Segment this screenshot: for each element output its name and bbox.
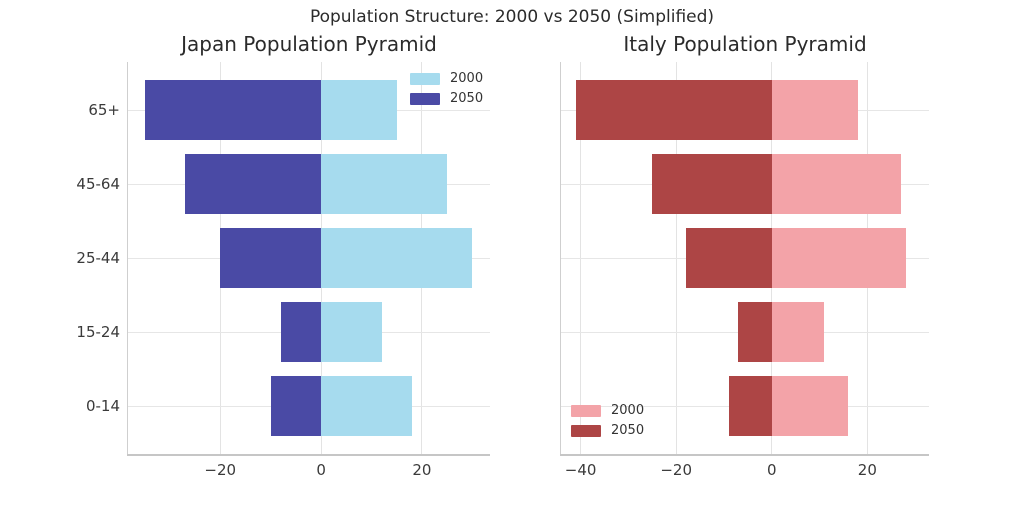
- legend-swatch-2050: [571, 425, 601, 437]
- japan-bar-2050-45-64: [184, 154, 322, 214]
- japan-chart-title: Japan Population Pyramid: [181, 32, 437, 56]
- legend-label: 2000: [611, 403, 645, 418]
- italy-bar-2000-15-24: [771, 302, 825, 362]
- legend-label: 2050: [611, 423, 645, 438]
- legend-swatch-2050: [410, 93, 440, 105]
- italy-bar-2000-65plus: [771, 80, 858, 140]
- italy-bar-2050-65plus: [575, 80, 772, 140]
- legend-label: 2000: [450, 71, 484, 86]
- japan-bar-2050-65plus: [144, 80, 322, 140]
- legend-row: 2000: [410, 72, 483, 86]
- italy-chart-title: Italy Population Pyramid: [623, 32, 867, 56]
- italy-bar-2000-25-44: [771, 228, 906, 288]
- japan-bar-2050-0-14: [270, 376, 322, 436]
- japan-plot-area: 65+ 45-64 25-44 15-24 0-14 −20 0 20 2000 2050: [76, 62, 490, 479]
- x-tick-label: 20: [412, 461, 432, 479]
- legend-row: 2000: [571, 404, 644, 418]
- x-tick-label: −20: [660, 461, 692, 479]
- x-tick-label: 0: [766, 461, 777, 479]
- y-tick-label: 65+: [88, 101, 120, 119]
- japan-bar-2050-25-44: [220, 228, 322, 288]
- y-axis-spine: [560, 62, 561, 454]
- x-tick-label: −20: [204, 461, 237, 479]
- italy-bar-2050-15-24: [738, 302, 772, 362]
- italy-legend: 2000 2050: [571, 404, 644, 438]
- italy-bar-2050-0-14: [728, 376, 772, 436]
- japan-bar-2000-25-44: [321, 228, 473, 288]
- japan-legend: 2000 2050: [410, 72, 483, 106]
- y-tick-label: 45-64: [76, 175, 120, 193]
- italy-bar-2000-45-64: [771, 154, 901, 214]
- legend-swatch-2000: [571, 405, 601, 417]
- japan-bar-2000-65plus: [321, 80, 397, 140]
- italy-bar-2050-45-64: [652, 154, 772, 214]
- y-tick-label: 0-14: [85, 397, 120, 415]
- x-tick-label: −40: [564, 461, 597, 479]
- x-axis-spine: [560, 454, 929, 456]
- japan-bar-2050-15-24: [280, 302, 322, 362]
- y-tick-label: 25-44: [76, 249, 120, 267]
- legend-swatch-2000: [410, 73, 440, 85]
- x-tick-label: 20: [857, 461, 877, 479]
- legend-row: 2050: [410, 92, 483, 106]
- y-axis-spine: [127, 62, 128, 454]
- legend-label: 2050: [450, 91, 484, 106]
- x-axis-spine: [127, 454, 490, 456]
- y-tick-label: 15-24: [76, 323, 120, 341]
- figure-title: Population Structure: 2000 vs 2050 (Simp…: [309, 7, 715, 27]
- italy-plot-area: −40 −20 0 20 2000 2050: [560, 62, 929, 479]
- japan-bar-2000-15-24: [321, 302, 382, 362]
- italy-bar-2050-25-44: [685, 228, 772, 288]
- italy-bar-2000-0-14: [771, 376, 849, 436]
- legend-row: 2050: [571, 424, 644, 438]
- japan-bar-2000-0-14: [321, 376, 412, 436]
- japan-bar-2000-45-64: [321, 154, 448, 214]
- x-tick-label: 0: [316, 461, 326, 479]
